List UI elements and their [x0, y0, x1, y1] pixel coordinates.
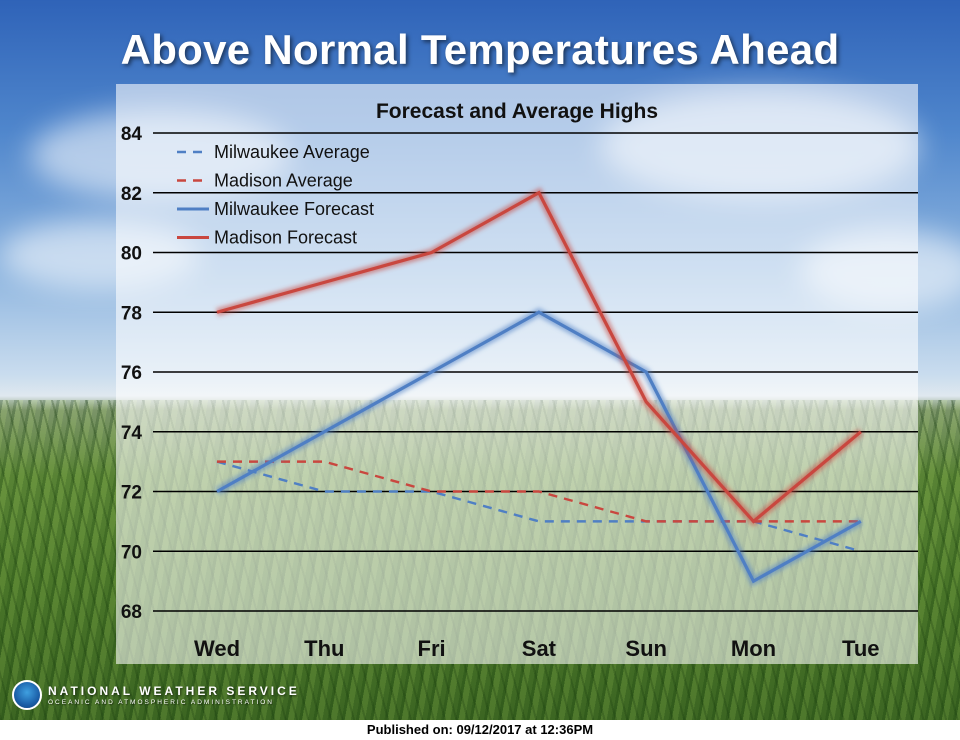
y-axis-ticks: 68 70 72 74 76 78 80 82 84 — [121, 124, 143, 623]
x-tick-label: Fri — [418, 636, 446, 661]
y-tick-label: 80 — [121, 244, 142, 265]
y-tick-label: 68 — [121, 602, 142, 623]
x-tick-label: Sun — [625, 636, 667, 661]
x-tick-label: Mon — [731, 636, 776, 661]
x-tick-label: Wed — [194, 636, 240, 661]
chart-title: Forecast and Average Highs — [376, 100, 658, 123]
published-timestamp: Published on: 09/12/2017 at 12:36PM — [366, 722, 594, 737]
legend-label: Milwaukee Average — [214, 142, 370, 162]
milwaukee-forecast-glow — [215, 307, 863, 587]
x-axis-ticks: Wed Thu Fri Sat Sun Mon Tue — [194, 636, 880, 661]
series-lines — [215, 187, 864, 587]
legend-label: Milwaukee Forecast — [214, 199, 374, 219]
legend-label: Madison Forecast — [214, 228, 357, 248]
agency-name: NATIONAL WEATHER SERVICE — [48, 684, 300, 698]
legend-label: Madison Average — [214, 171, 353, 191]
x-tick-label: Tue — [842, 636, 879, 661]
y-tick-label: 74 — [121, 423, 143, 444]
noaa-logo — [12, 680, 42, 710]
x-tick-label: Sat — [522, 636, 557, 661]
line-chart: Forecast and Average Highs 68 70 72 74 76 78 8… — [121, 100, 918, 661]
main-title: Above Normal Temperatures Ahead — [120, 26, 840, 73]
y-tick-label: 78 — [121, 303, 142, 324]
y-tick-label: 72 — [121, 483, 142, 504]
y-tick-label: 76 — [121, 363, 142, 384]
legend: Milwaukee Average Madison Average Milwauke… — [177, 142, 374, 248]
milwaukee-average-line — [216, 460, 862, 553]
y-tick-label: 82 — [121, 184, 142, 205]
milwaukee-forecast-line — [216, 310, 862, 584]
y-tick-label: 84 — [121, 124, 143, 145]
x-tick-label: Thu — [304, 636, 344, 661]
y-tick-label: 70 — [121, 542, 142, 563]
agency-subtitle: OCEANIC AND ATMOSPHERIC ADMINISTRATION — [48, 699, 274, 706]
